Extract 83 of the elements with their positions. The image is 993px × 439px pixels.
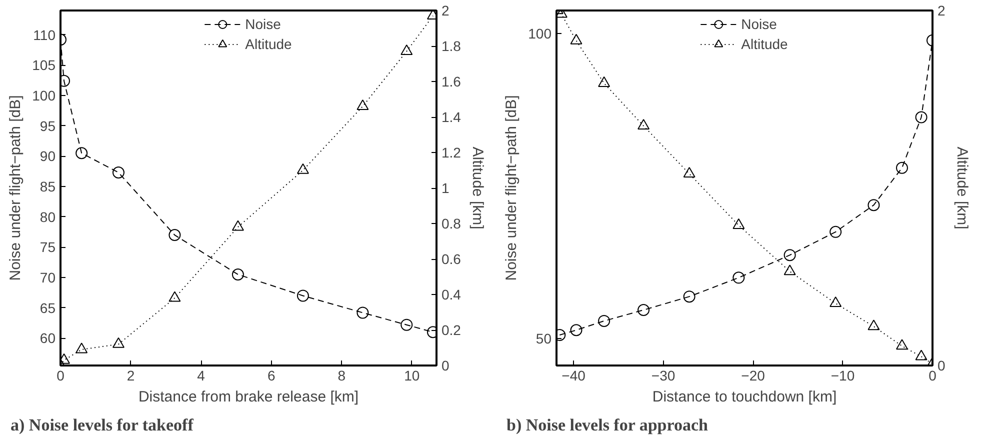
x-tick-label: −20 [741,368,766,384]
x-tick-label: 6 [267,368,276,384]
point [915,111,928,124]
point [683,166,696,178]
x-tick-label: 4 [197,368,206,384]
point [400,44,413,55]
point [830,226,842,238]
point [112,166,124,179]
y-axis-title: Noise under flight−path [dB] [503,95,520,281]
y-tick-label: 105 [32,57,56,74]
y-tick-label: 90 [40,148,56,164]
point [168,291,181,302]
y2-tick-label: 1.8 [442,38,462,54]
point [638,119,650,130]
text: a) Noise levels for takeoff [10,416,194,434]
point [896,339,908,350]
y2-tick-label: 2 [938,2,946,18]
y-axis-title: Noise under flight−path [dB] [7,95,24,281]
y2-tick-label: 0.8 [442,216,462,232]
y2-tick-label: 1.4 [442,109,462,125]
x-axis-title: Distance from brake release [km] [138,388,359,406]
point [570,324,582,336]
y-tick-label: 85 [40,178,56,194]
y2-tick-label: 0 [442,358,450,374]
point [296,290,309,302]
point [732,272,745,284]
point [598,314,610,327]
y-tick-label: 100 [528,26,552,42]
point [638,304,650,316]
x-tick-label: −10 [830,368,855,384]
y2-tick-label: 1 [442,180,450,196]
y-tick-label: 95 [40,118,56,134]
y2-tick-label: 2 [442,2,450,18]
y-tick-label: 110 [33,26,56,43]
legend-label: Noise [741,16,777,32]
point [598,76,610,87]
point [784,264,796,276]
point [896,162,908,174]
y-tick-label: 50 [536,330,552,347]
point [296,163,309,174]
point [830,296,842,308]
y2-tick-label: 1.6 [442,74,462,90]
x-tick-label: 0 [928,368,937,384]
y-tick-label: 75 [40,239,56,256]
x-tick-label: 8 [338,368,346,384]
point [112,337,124,348]
text: b) Noise levels for approach [506,416,709,434]
x-tick-label: −40 [562,368,586,384]
point [570,34,582,44]
y-tick-label: 100 [32,87,56,104]
point [683,290,696,303]
y2-tick-label: 0 [938,358,946,374]
y-tick-label: 65 [40,300,56,316]
point [168,229,181,242]
legend-label: Altitude [245,36,292,52]
point [356,100,369,110]
x-tick-label: 2 [126,368,135,384]
point [232,268,244,280]
y-tick-label: 80 [40,208,56,225]
point [232,220,244,231]
y-tick-label: 60 [40,330,56,346]
x-tick-label: −30 [651,368,676,384]
x-axis-title: Distance to touchdown [km] [652,388,837,406]
x-tick-label: 0 [56,368,65,384]
y2-tick-label: 0.4 [442,286,462,302]
legend-label: Noise [245,16,281,32]
y2-axis-title: Altitude [km] [468,146,486,230]
point [400,318,413,331]
point [356,306,369,319]
y2-axis-title: Altitude [km] [953,146,970,230]
y2-tick-label: 1.2 [442,144,462,160]
point [915,350,928,360]
x-tick-label: 10 [404,368,420,384]
legend-label: Altitude [741,36,788,52]
y2-tick-label: 0.2 [442,322,462,338]
y2-tick-label: 0.6 [442,251,462,267]
point [868,199,880,212]
point [784,249,796,262]
y-tick-label: 70 [40,270,56,286]
point [732,218,745,229]
point [76,147,88,160]
point [76,342,88,354]
point [868,320,880,330]
